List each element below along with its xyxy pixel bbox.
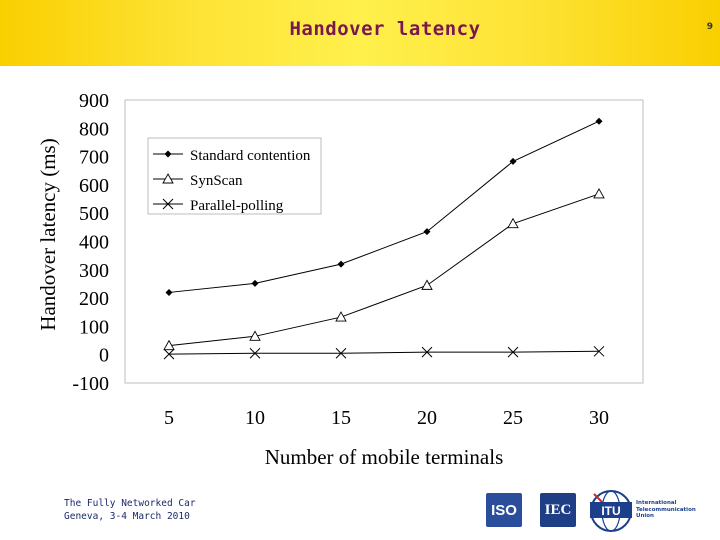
series-line-2 (168, 193, 600, 347)
y-axis-label: Handover latency (ms) (36, 138, 60, 330)
iec-logo-text: IEC (544, 501, 572, 518)
x-tick-label: 10 (245, 407, 265, 429)
legend-label-3: Parallel-polling (190, 198, 284, 214)
itu-emblem-icon: ITU (590, 490, 632, 532)
legend-box (147, 137, 322, 215)
series-1-point (165, 288, 173, 296)
series-3-point (249, 347, 261, 359)
iso-logo: ISO (486, 493, 522, 527)
y-tick-label: 900 (79, 90, 109, 112)
y-tick-label: 500 (79, 203, 109, 225)
x-tick-label: 5 (164, 407, 174, 429)
series-3-point (335, 347, 347, 359)
series-3-point (421, 346, 433, 358)
series-1-point (251, 279, 259, 287)
title-bar (0, 0, 720, 66)
series-1-point (423, 228, 431, 236)
y-tick-label: 0 (99, 345, 109, 367)
footer-event-title: The Fully Networked Car (64, 498, 196, 509)
legend-marker-1 (164, 150, 172, 158)
itu-name: International Telecommunication Union (636, 500, 696, 520)
y-tick-label: 300 (79, 260, 109, 282)
series-2-point (421, 279, 433, 290)
iec-logo: IEC (540, 493, 576, 527)
footer-event-place-date: Geneva, 3-4 March 2010 (64, 511, 190, 522)
itu-emblem-text: ITU (601, 504, 620, 518)
y-tick-label: 700 (79, 147, 109, 169)
iso-logo-text: ISO (491, 501, 517, 519)
x-tick-label: 15 (331, 407, 351, 429)
x-tick-label: 20 (417, 407, 437, 429)
series-2-point (507, 217, 519, 229)
x-tick-label: 25 (503, 407, 523, 429)
series-2-point (163, 339, 175, 351)
y-tick-label: 400 (79, 232, 109, 254)
slide-title: Handover latency (289, 18, 481, 40)
itu-name-line3: Union (636, 513, 654, 519)
legend-label-2: SynScan (190, 173, 243, 189)
y-tick-label: 200 (79, 288, 109, 310)
series-line-1 (168, 120, 600, 293)
series-2-point (593, 188, 605, 199)
series-2-point (249, 330, 261, 341)
series-3-point (163, 348, 175, 360)
series-1-point (337, 260, 345, 268)
y-tick-label: -100 (72, 373, 109, 395)
series-3-point (593, 345, 605, 357)
legend-marker-3 (162, 198, 174, 210)
series-3-point (507, 346, 519, 358)
series-1-point (509, 157, 517, 165)
slide-number: 9 (706, 22, 713, 32)
itu-name-line1: International (636, 500, 677, 506)
legend-marker-2 (162, 173, 174, 184)
y-tick-label: 800 (79, 118, 109, 140)
series-line-3 (168, 350, 600, 355)
footer-text: The Fully Networked Car Geneva, 3-4 Marc… (64, 497, 196, 523)
series-1-point (595, 117, 603, 125)
legend-label-1: Standard contention (190, 148, 311, 164)
x-tick-label: 30 (589, 407, 609, 429)
x-axis-label: Number of mobile terminals (265, 445, 504, 469)
y-tick-label: 600 (79, 175, 109, 197)
itu-name-line2: Telecommunication (636, 506, 696, 513)
y-tick-label: 100 (79, 316, 109, 338)
series-2-point (335, 311, 347, 322)
